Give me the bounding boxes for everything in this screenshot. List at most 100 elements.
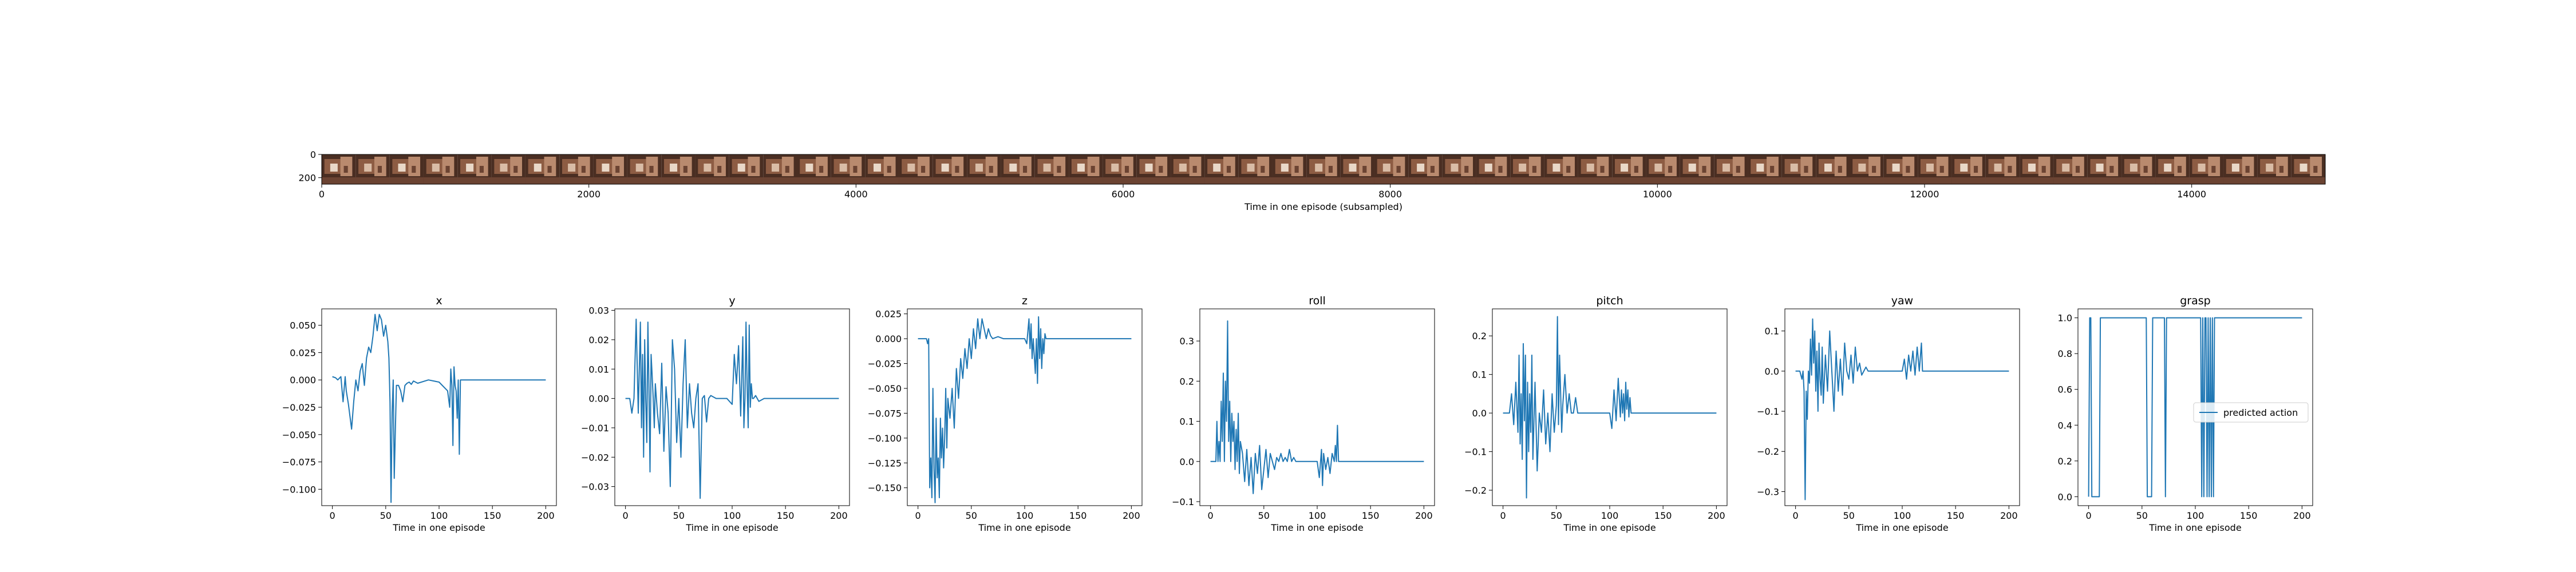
strip-xtick-label: 12000 — [1910, 189, 1939, 200]
xtick-label: 0 — [330, 510, 335, 521]
chart-panel-roll: roll 0 50 100 150 200 0.3 0.2 0.1 0.0 −0.1 Time in … — [1172, 295, 1435, 533]
series-line — [625, 319, 839, 499]
strip-frame — [593, 154, 627, 184]
ytick-label: −0.050 — [868, 383, 902, 394]
chart-xlabel: Time in one episode — [1855, 522, 1948, 533]
ytick-label: 0.8 — [2058, 348, 2072, 359]
strip-frame — [1204, 154, 1239, 184]
ytick-label: −0.150 — [868, 483, 902, 494]
axes-frame — [614, 308, 850, 506]
series-line — [918, 316, 1132, 503]
image-strip-frame-border — [321, 154, 2326, 185]
strip-frame — [1578, 154, 1613, 184]
legend: predicted action — [2193, 402, 2309, 423]
chart-title: grasp — [2180, 295, 2210, 307]
strip-frame — [1781, 154, 1816, 184]
ytick-label: 0.2 — [1472, 331, 1487, 341]
ytick-label: 0.00 — [588, 394, 609, 404]
chart-xlabel: Time in one episode — [1563, 522, 1656, 533]
xtick-label: 150 — [1069, 510, 1087, 521]
xtick-label: 200 — [830, 510, 848, 521]
ytick-label: 0.6 — [2058, 384, 2072, 395]
strip-frame — [933, 154, 967, 184]
xtick-label: 100 — [1601, 510, 1619, 521]
ytick-label: −0.075 — [868, 408, 902, 419]
xtick-label: 150 — [1947, 510, 1965, 521]
strip-frame — [491, 154, 526, 184]
xtick-label: 0 — [1208, 510, 1214, 521]
strip-xtick-label: 14000 — [2177, 189, 2206, 200]
ytick-label: 0.025 — [875, 309, 902, 320]
xtick-label: 200 — [1123, 510, 1140, 521]
strip-frame — [1238, 154, 1273, 184]
strip-frame — [2223, 154, 2258, 184]
strip-frame — [1273, 154, 1307, 184]
strip-frame — [1103, 154, 1137, 184]
ytick-label: 0.000 — [875, 333, 902, 344]
xtick-label: 200 — [2000, 510, 2018, 521]
strip-frame — [1001, 154, 1035, 184]
strip-frame — [865, 154, 899, 184]
ytick-label: 0.02 — [588, 335, 609, 345]
strip-frame — [1748, 154, 1782, 184]
axes-frame — [1784, 308, 2020, 506]
strip-frame — [2087, 154, 2122, 184]
chart-panel-yaw: yaw 0 50 100 150 200 0.1 0.0 −0.1 −0.2 −0.3 Time in… — [1757, 295, 2020, 533]
chart-xlabel: Time in one episode — [978, 522, 1070, 533]
ytick-label: 0.000 — [290, 375, 316, 386]
strip-frame — [389, 154, 424, 184]
xtick-label: 50 — [673, 510, 685, 521]
strip-frame — [1340, 154, 1374, 184]
strip-frame — [1883, 154, 1918, 184]
ytick-label: −0.01 — [581, 423, 609, 434]
axes-frame — [1199, 308, 1435, 506]
xtick-label: 100 — [2187, 510, 2204, 521]
series-line — [2088, 317, 2302, 498]
image-strip-frames — [322, 154, 2325, 184]
xtick-label: 150 — [1362, 510, 1380, 521]
chart-title: z — [1022, 295, 1028, 307]
ytick-label: 0.01 — [588, 364, 609, 375]
strip-frame — [1476, 154, 1511, 184]
strip-frame — [1918, 154, 1952, 184]
strip-frame — [2053, 154, 2088, 184]
strip-frame — [2121, 154, 2156, 184]
strip-xtick-label: 2000 — [577, 189, 600, 200]
xtick-label: 100 — [1894, 510, 1911, 521]
xtick-label: 50 — [1843, 510, 1855, 521]
xtick-label: 100 — [1016, 510, 1034, 521]
chart-title: roll — [1309, 295, 1326, 307]
strip-frame — [797, 154, 831, 184]
strip-frame — [423, 154, 458, 184]
strip-frame — [1306, 154, 1341, 184]
strip-frame — [355, 154, 390, 184]
strip-frame — [525, 154, 560, 184]
ytick-label: 0.0 — [1472, 408, 1487, 419]
ytick-label: −0.03 — [581, 482, 609, 492]
xtick-label: 50 — [1258, 510, 1270, 521]
strip-xtick-label: 10000 — [1643, 189, 1672, 200]
strip-frame — [2155, 154, 2190, 184]
strip-frame — [2257, 154, 2291, 184]
chart-title: pitch — [1596, 295, 1623, 307]
chart-xlabel: Time in one episode — [685, 522, 778, 533]
ytick-label: −0.025 — [868, 359, 902, 370]
ytick-label: −0.075 — [282, 457, 316, 468]
chart-xlabel: Time in one episode — [2148, 522, 2241, 533]
xtick-label: 200 — [2293, 510, 2311, 521]
strip-frame — [763, 154, 797, 184]
ytick-label: 0.2 — [2058, 456, 2072, 467]
xtick-label: 0 — [623, 510, 629, 521]
xtick-label: 100 — [724, 510, 741, 521]
strip-frame — [322, 154, 356, 184]
xtick-label: 0 — [2086, 510, 2092, 521]
strip-frame — [1136, 154, 1171, 184]
strip-frame — [627, 154, 662, 184]
chart-title: y — [729, 295, 735, 307]
chart-panel-grasp: grasp 0 50 100 150 200 1.0 0.8 0.6 0.4 0.2 0.0 Time … — [2058, 295, 2313, 533]
strip-frame — [1985, 154, 2020, 184]
strip-ytick-label: 200 — [298, 173, 316, 184]
